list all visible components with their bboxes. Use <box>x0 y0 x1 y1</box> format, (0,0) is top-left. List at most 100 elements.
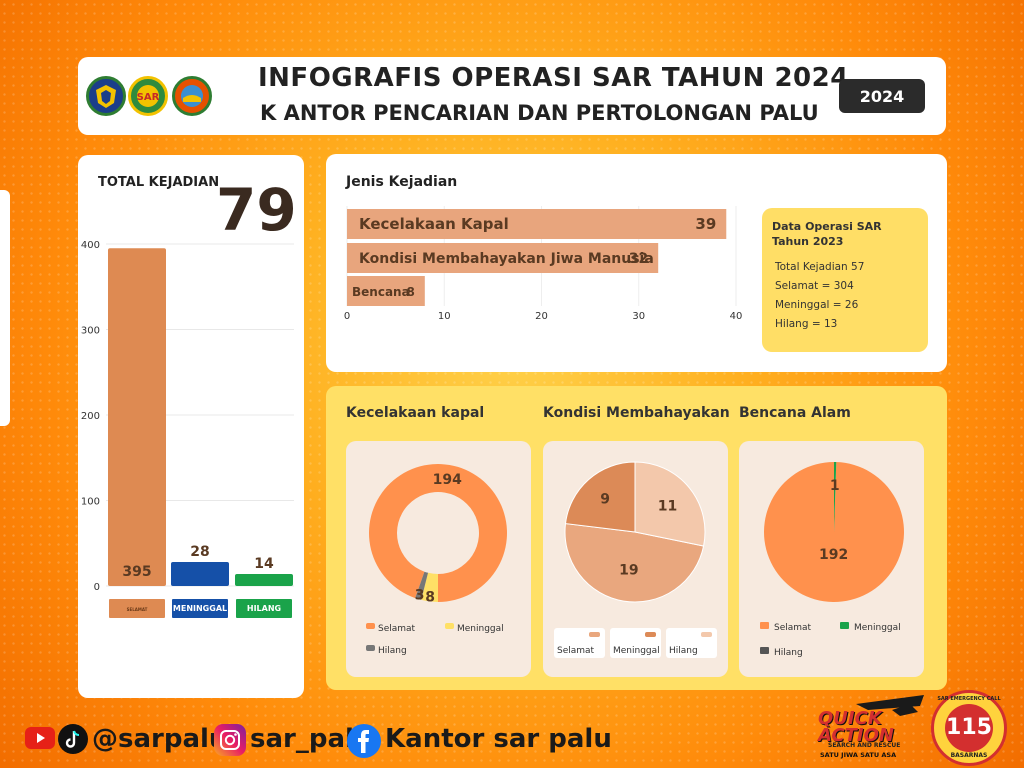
kapal-donut-chart: 194 83 Selamat Meninggal Hilang <box>366 464 508 656</box>
bar <box>347 209 727 239</box>
legend-swatch <box>760 647 769 654</box>
data-2023-box: Data Operasi SAR Tahun 2023 Total Kejadi… <box>762 208 928 352</box>
category-tag <box>236 599 292 618</box>
data-2023-row: Total Kejadian 57 <box>775 261 865 273</box>
svg-text:SAR: SAR <box>137 92 160 103</box>
legend-swatch <box>645 632 656 637</box>
basarnas-logo <box>86 76 126 116</box>
incident-type-card: Jenis Kejadian 0 10 20 30 40 Kecelakaan Kapal… <box>326 154 947 372</box>
pie-title-kapal: Kecelakaan kapal <box>346 405 485 421</box>
motto-text: SATU JIWA SATU ASA <box>820 751 897 759</box>
pie-title-kondisi: Kondisi Membahayakan <box>543 405 730 421</box>
bar <box>235 574 293 586</box>
agency-label: BASARNAS <box>950 752 988 759</box>
y-tick-label: 100 <box>81 497 100 508</box>
y-tick-label: 400 <box>81 240 100 251</box>
slice-value-label: 192 <box>819 547 848 563</box>
tiktok-handle[interactable]: @sarpalu <box>92 724 228 754</box>
victims-bar-chart: 0 100 200 300 400 395 SELAMAT 28 MENINGGAL 14 HILA… <box>81 240 294 618</box>
bar <box>347 243 659 273</box>
incident-type-title: Jenis Kejadian <box>346 174 458 190</box>
total-label: TOTAL KEJADIAN <box>98 175 220 190</box>
legend-label: Hilang <box>378 646 407 656</box>
legend-swatch <box>445 623 454 629</box>
bar <box>347 276 425 306</box>
legend-swatch <box>701 632 712 637</box>
slice-value-label: 194 <box>433 472 462 488</box>
facebook-icon[interactable] <box>347 724 381 758</box>
legend-label: Meninggal <box>854 623 901 633</box>
bar <box>171 562 229 586</box>
youtube-icon[interactable] <box>25 727 55 749</box>
legend-label: Meninggal <box>613 646 660 656</box>
legend-swatch <box>366 645 375 651</box>
data-2023-row: Selamat = 304 <box>775 280 854 292</box>
y-tick-label: 0 <box>94 582 100 593</box>
slice-value-label: 19 <box>619 563 638 579</box>
x-tick-label: 40 <box>730 311 743 322</box>
total-card: TOTAL KEJADIAN 79 0 100 200 300 400 395 SELAMA… <box>78 155 304 698</box>
slice-value-label: 3 <box>415 587 425 603</box>
category-label: HILANG <box>247 604 281 613</box>
pie-slice <box>415 571 429 600</box>
x-tick-label: 0 <box>344 311 350 322</box>
data-label: 14 <box>254 556 274 572</box>
pie-slice <box>834 462 837 532</box>
page-title: INFOGRAFIS OPERASI SAR TAHUN 2024 <box>258 63 849 93</box>
year-badge: 2024 <box>839 79 925 113</box>
legend-label: Meninggal <box>457 624 504 634</box>
kondisi-pie-chart: 19 9 11 Selamat Meninggal Hilang <box>554 461 717 658</box>
regional-logo <box>172 76 212 116</box>
pie-section: Kecelakaan kapal Kondisi Membahayakan Be… <box>326 386 947 690</box>
facebook-handle[interactable]: Kantor sar palu <box>385 724 612 754</box>
pie-slice <box>564 523 705 603</box>
x-tick-label: 30 <box>632 311 645 322</box>
bar <box>108 248 166 586</box>
legend-label: Selamat <box>557 646 595 656</box>
tiktok-icon[interactable] <box>58 724 88 754</box>
emergency-number: 115 <box>946 715 992 740</box>
emergency-label: SAR EMERGENCY CALL <box>937 696 1001 702</box>
legend-label: Hilang <box>669 646 698 656</box>
legend-label: Hilang <box>774 648 803 658</box>
legend-swatch <box>840 622 849 629</box>
emergency-call-badge: 115 SAR EMERGENCY CALL BASARNAS <box>931 690 1007 766</box>
side-tab <box>0 190 10 426</box>
category-label: Kecelakaan Kapal <box>359 215 509 233</box>
x-tick-label: 20 <box>535 311 548 322</box>
quick-action-text: QUICK ACTION <box>818 708 894 746</box>
bencana-pie-chart: 192 1 Selamat Meninggal Hilang <box>760 462 904 658</box>
data-2023-row: Hilang = 13 <box>775 318 838 330</box>
category-label: Bencana <box>352 285 410 299</box>
category-label: SELAMAT <box>127 607 148 612</box>
quick-action-subtitle: SEARCH AND RESCUE <box>828 742 901 749</box>
legend-swatch <box>366 623 375 629</box>
x-tick-label: 10 <box>438 311 451 322</box>
slice-value-label: 1 <box>830 478 840 494</box>
quick-action-logo: QUICK ACTION SEARCH AND RESCUE SATU JIWA… <box>816 690 934 760</box>
legend-swatch <box>760 622 769 629</box>
incident-type-bar-chart: 0 10 20 30 40 Kecelakaan Kapal 39 Kondisi Memba… <box>344 206 743 322</box>
header-card: SAR INFOGRAFIS OPERASI SAR TAHUN 2024 K … <box>78 57 946 135</box>
legend-label: Selamat <box>378 624 416 634</box>
legend-label: Selamat <box>774 623 812 633</box>
data-label: 39 <box>695 215 716 233</box>
category-label: Kondisi Membahayakan Jiwa Manusia <box>359 251 654 267</box>
data-2023-title: Data Operasi SAR Tahun 2023 <box>772 220 882 248</box>
pie-panel-kondisi: 19 9 11 Selamat Meninggal Hilang <box>543 441 728 677</box>
pie-slice <box>369 464 508 602</box>
pie-panel-kapal: 194 8 3 Selamat Meninggal Hilang <box>346 441 531 677</box>
pie-slice <box>564 461 636 533</box>
legend-swatch <box>589 632 600 637</box>
total-value: 79 <box>216 176 297 244</box>
data-label: 395 <box>122 564 151 580</box>
sar-logo: SAR <box>128 76 168 116</box>
instagram-icon[interactable] <box>214 724 246 756</box>
pie-slice <box>634 461 706 547</box>
pie-panel-bencana: 192 1 Selamat Meninggal Hilang <box>739 441 924 677</box>
category-label: MENINGGAL <box>173 604 227 613</box>
category-tag <box>172 599 228 618</box>
data-label: 32 <box>629 251 648 267</box>
pie-slice <box>421 572 438 602</box>
slice-value-label: 9 <box>600 491 610 507</box>
